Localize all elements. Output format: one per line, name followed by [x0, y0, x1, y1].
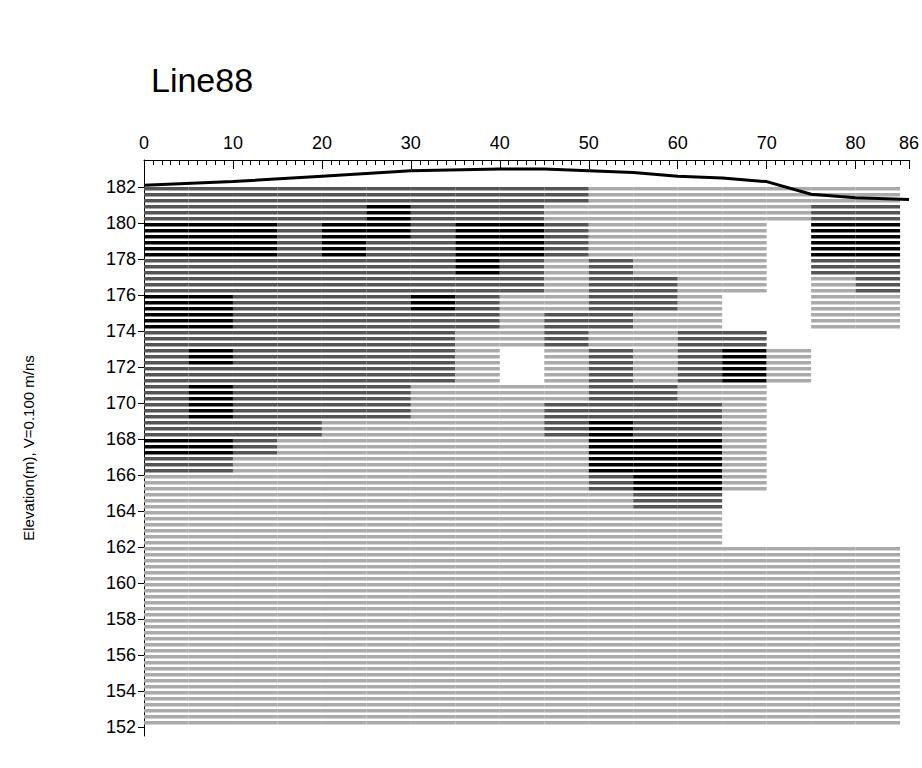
svg-text:60: 60: [668, 133, 688, 153]
svg-text:70: 70: [757, 133, 777, 153]
svg-text:86: 86: [899, 133, 919, 153]
svg-text:156: 156: [106, 645, 136, 665]
svg-text:30: 30: [401, 133, 421, 153]
svg-text:168: 168: [106, 429, 136, 449]
svg-text:180: 180: [106, 213, 136, 233]
svg-text:164: 164: [106, 501, 136, 521]
svg-text:Line88: Line88: [151, 61, 253, 99]
svg-text:166: 166: [106, 465, 136, 485]
svg-text:182: 182: [106, 177, 136, 197]
svg-text:50: 50: [579, 133, 599, 153]
svg-text:170: 170: [106, 393, 136, 413]
svg-text:174: 174: [106, 321, 136, 341]
svg-text:20: 20: [312, 133, 332, 153]
svg-text:176: 176: [106, 285, 136, 305]
svg-text:160: 160: [106, 573, 136, 593]
svg-text:Elevation(m), V=0.100 m/ns: Elevation(m), V=0.100 m/ns: [20, 355, 37, 541]
svg-text:162: 162: [106, 537, 136, 557]
svg-text:80: 80: [846, 133, 866, 153]
svg-text:178: 178: [106, 249, 136, 269]
svg-text:158: 158: [106, 609, 136, 629]
svg-text:0: 0: [139, 133, 149, 153]
svg-text:40: 40: [490, 133, 510, 153]
svg-text:10: 10: [223, 133, 243, 153]
svg-text:172: 172: [106, 357, 136, 377]
svg-text:152: 152: [106, 717, 136, 737]
svg-text:154: 154: [106, 681, 136, 701]
